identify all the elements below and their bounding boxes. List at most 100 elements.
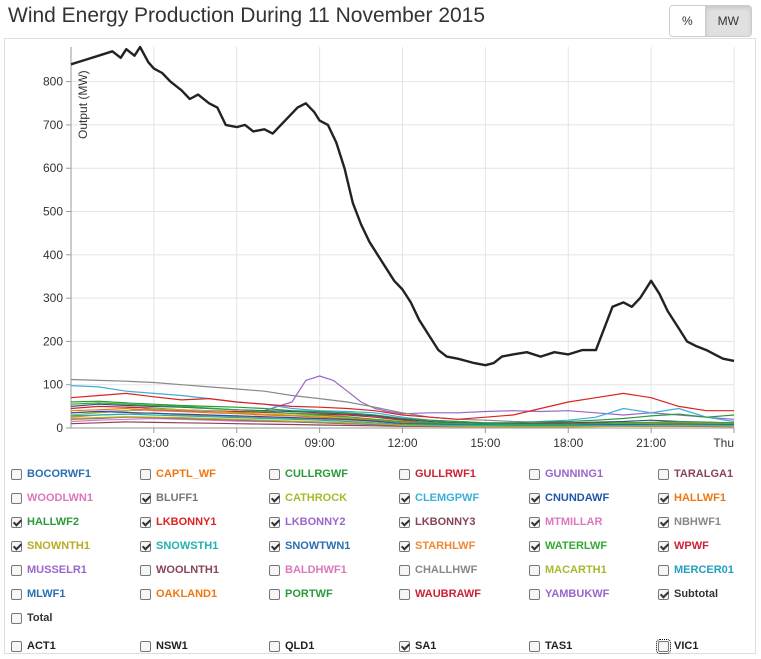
legend-item-gunning1[interactable]: GUNNING1 — [529, 466, 603, 482]
legend-item-cullrgwf[interactable]: CULLRGWF — [269, 466, 348, 482]
checkbox[interactable] — [140, 516, 151, 528]
region-tas1[interactable]: TAS1 — [529, 638, 572, 654]
legend-item-snowsth1[interactable]: SNOWSTH1 — [140, 538, 218, 554]
checkbox[interactable] — [11, 612, 22, 624]
y-tick-label: 500 — [43, 205, 63, 219]
legend-item-hallwf1[interactable]: HALLWF1 — [658, 490, 726, 506]
legend-item-snownth1[interactable]: SNOWNTH1 — [11, 538, 90, 554]
percent-button[interactable]: % — [670, 6, 705, 36]
legend-item-mlwf1[interactable]: MLWF1 — [11, 586, 66, 602]
checkbox[interactable] — [399, 516, 410, 528]
legend-item-nbhwf1[interactable]: NBHWF1 — [658, 514, 721, 530]
legend-item-total[interactable]: Total — [11, 610, 52, 626]
legend-item-baldhwf1[interactable]: BALDHWF1 — [269, 562, 347, 578]
series-line-waterlwf — [70, 402, 735, 426]
legend-label: LKBONNY3 — [415, 516, 476, 528]
legend-item-musselr1[interactable]: MUSSELR1 — [11, 562, 87, 578]
legend-item-woolnth1[interactable]: WOOLNTH1 — [140, 562, 219, 578]
checkbox[interactable] — [658, 564, 669, 576]
legend-item-oakland1[interactable]: OAKLAND1 — [140, 586, 217, 602]
checkbox[interactable] — [529, 468, 540, 480]
legend-item-challhwf[interactable]: CHALLHWF — [399, 562, 477, 578]
legend-item-wpwf[interactable]: WPWF — [658, 538, 709, 554]
x-tick-label: 12:00 — [387, 436, 417, 450]
region-act1[interactable]: ACT1 — [11, 638, 56, 654]
legend-item-snowtwn1[interactable]: SNOWTWN1 — [269, 538, 350, 554]
checkbox[interactable] — [269, 516, 280, 528]
legend-item-mercer01[interactable]: MERCER01 — [658, 562, 734, 578]
checkbox[interactable] — [269, 564, 280, 576]
legend-item-cnundawf[interactable]: CNUNDAWF — [529, 490, 609, 506]
checkbox[interactable] — [140, 564, 151, 576]
checkbox[interactable] — [11, 540, 22, 552]
legend-item-starhlwf[interactable]: STARHLWF — [399, 538, 475, 554]
series-line-snowsth1 — [70, 413, 735, 427]
legend-item-woodlwn1[interactable]: WOODLWN1 — [11, 490, 93, 506]
legend-label: CLEMGPWF — [415, 492, 480, 504]
legend-item-bocorwf1[interactable]: BOCORWF1 — [11, 466, 91, 482]
checkbox[interactable] — [529, 640, 540, 652]
checkbox[interactable] — [658, 540, 669, 552]
checkbox[interactable] — [269, 468, 280, 480]
checkbox[interactable] — [399, 640, 410, 652]
legend-item-gullrwf1[interactable]: GULLRWF1 — [399, 466, 476, 482]
legend-item-portwf[interactable]: PORTWF — [269, 586, 333, 602]
region-vic1[interactable]: VIC1 — [656, 638, 698, 654]
legend-item-clemgpwf[interactable]: CLEMGPWF — [399, 490, 479, 506]
checkbox[interactable] — [399, 588, 410, 600]
legend-label: MTMILLAR — [545, 516, 603, 528]
legend-item-mtmillar[interactable]: MTMILLAR — [529, 514, 602, 530]
legend-item-subtotal[interactable]: Subtotal — [658, 586, 718, 602]
legend-item-captl_wf[interactable]: CAPTL_WF — [140, 466, 216, 482]
x-tick-label: 21:00 — [636, 436, 666, 450]
legend-item-lkbonny3[interactable]: LKBONNY3 — [399, 514, 476, 530]
checkbox[interactable] — [11, 640, 22, 652]
legend-item-waterlwf[interactable]: WATERLWF — [529, 538, 607, 554]
checkbox[interactable] — [529, 564, 540, 576]
region-sa1[interactable]: SA1 — [399, 638, 436, 654]
checkbox[interactable] — [11, 516, 22, 528]
legend-item-waubrawf[interactable]: WAUBRAWF — [399, 586, 481, 602]
checkbox[interactable] — [11, 588, 22, 600]
checkbox[interactable] — [11, 564, 22, 576]
checkbox[interactable] — [269, 492, 280, 504]
checkbox[interactable] — [269, 588, 280, 600]
checkbox[interactable] — [140, 588, 151, 600]
checkbox[interactable] — [529, 516, 540, 528]
checkbox[interactable] — [656, 638, 671, 654]
checkbox[interactable] — [399, 540, 410, 552]
legend-item-bluff1[interactable]: BLUFF1 — [140, 490, 198, 506]
checkbox[interactable] — [399, 492, 410, 504]
checkbox[interactable] — [11, 468, 22, 480]
mw-button[interactable]: MW — [704, 6, 751, 36]
checkbox[interactable] — [529, 540, 540, 552]
legend-item-yambukwf[interactable]: YAMBUKWF — [529, 586, 609, 602]
checkbox[interactable] — [269, 640, 280, 652]
checkbox[interactable] — [658, 588, 669, 600]
checkbox[interactable] — [140, 540, 151, 552]
checkbox[interactable] — [658, 516, 669, 528]
checkbox[interactable] — [140, 492, 151, 504]
series-line-nbhwf1 — [70, 378, 734, 426]
checkbox[interactable] — [399, 564, 410, 576]
region-qld1[interactable]: QLD1 — [269, 638, 314, 654]
checkbox[interactable] — [269, 540, 280, 552]
legend-item-cathrock[interactable]: CATHROCK — [269, 490, 347, 506]
legend-item-hallwf2[interactable]: HALLWF2 — [11, 514, 79, 530]
legend-label: CAPTL_WF — [156, 468, 216, 480]
checkbox[interactable] — [140, 468, 151, 480]
checkbox[interactable] — [529, 492, 540, 504]
checkbox[interactable] — [399, 468, 410, 480]
x-tick-label: 09:00 — [305, 436, 335, 450]
checkbox[interactable] — [11, 492, 22, 504]
legend-item-macarth1[interactable]: MACARTH1 — [529, 562, 607, 578]
legend-item-lkbonny1[interactable]: LKBONNY1 — [140, 514, 217, 530]
legend-item-lkbonny2[interactable]: LKBONNY2 — [269, 514, 346, 530]
legend-label: YAMBUKWF — [545, 588, 610, 600]
checkbox[interactable] — [140, 640, 151, 652]
checkbox[interactable] — [658, 492, 669, 504]
region-nsw1[interactable]: NSW1 — [140, 638, 188, 654]
legend-item-taralga1[interactable]: TARALGA1 — [658, 466, 733, 482]
checkbox[interactable] — [529, 588, 540, 600]
checkbox[interactable] — [658, 468, 669, 480]
